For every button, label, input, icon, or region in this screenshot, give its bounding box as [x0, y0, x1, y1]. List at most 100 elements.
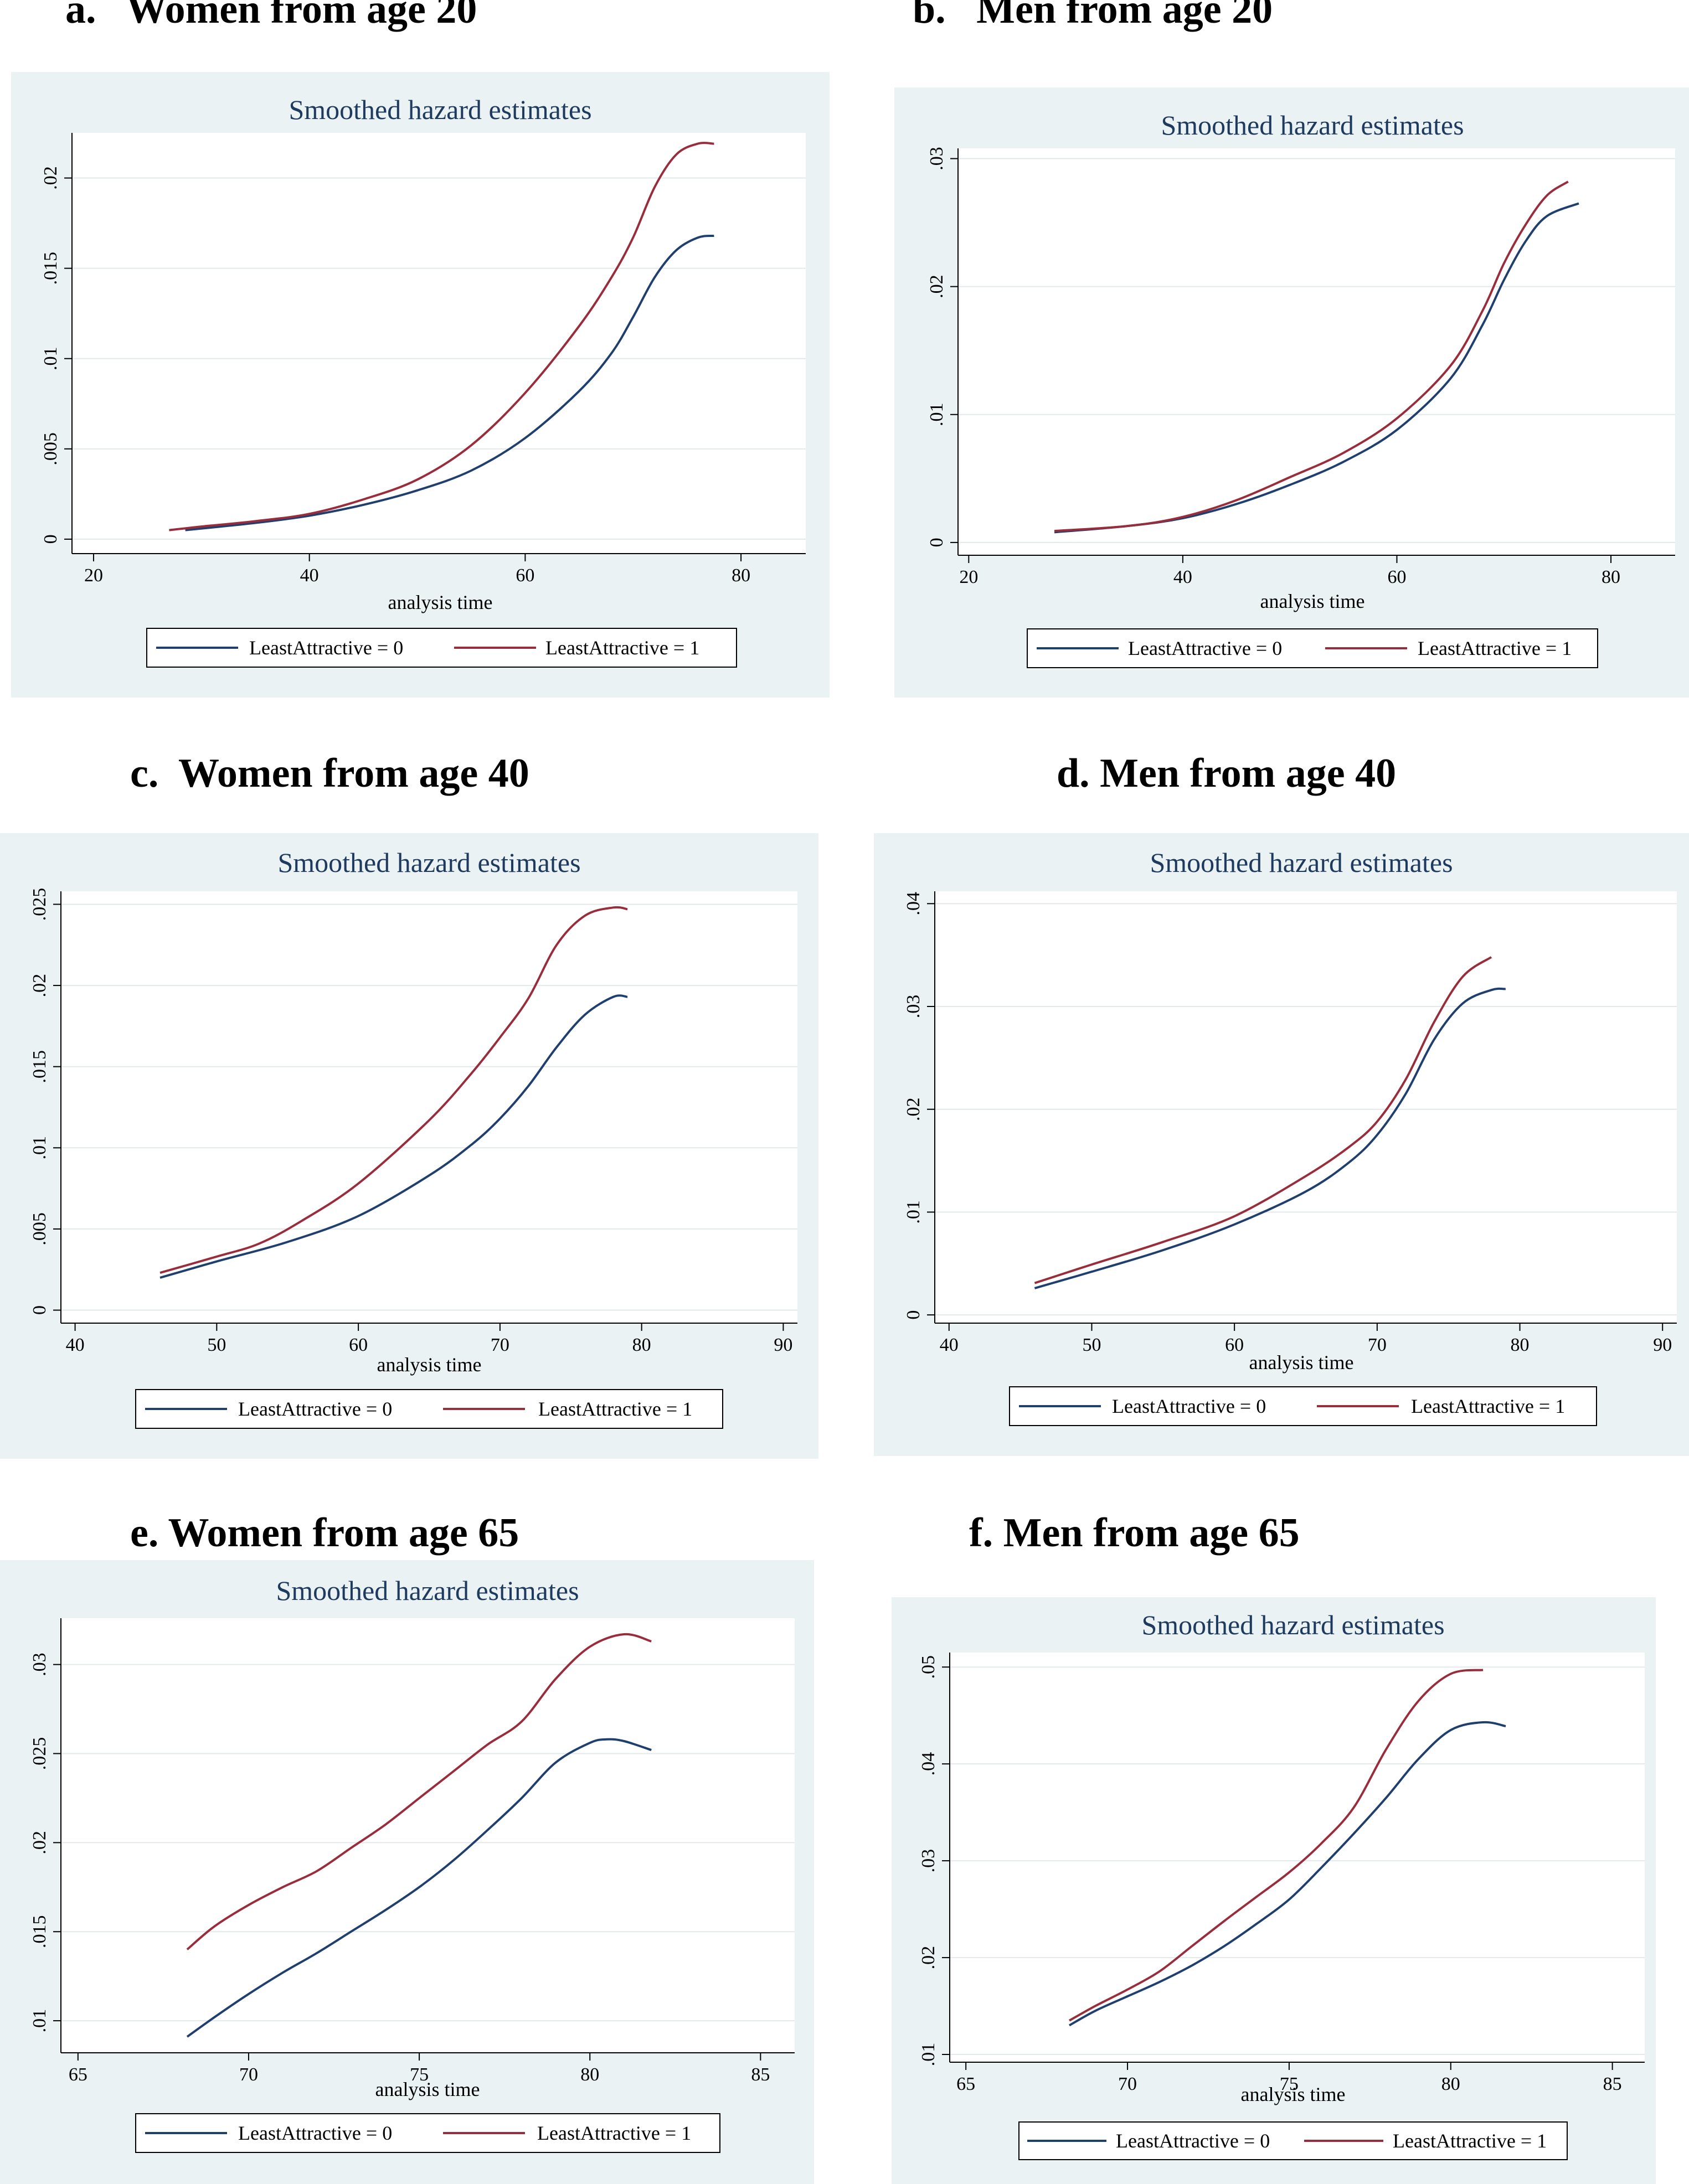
- y-tick-label: .01: [918, 2043, 939, 2067]
- y-tick-label: .02: [29, 974, 50, 998]
- chart-svg-d: Smoothed hazard estimates 0 .01 .02 .03 .04 4…: [903, 847, 1677, 1426]
- y-tick-label: .03: [918, 1849, 939, 1873]
- series-line-0: [1069, 1721, 1506, 2027]
- plot-area: [950, 1653, 1645, 2062]
- y-tick-label: .025: [29, 888, 50, 921]
- gridlines: [950, 1666, 1645, 2056]
- legend-label-0: LeastAttractive = 0: [1128, 637, 1282, 659]
- x-tick-label: 90: [774, 1335, 792, 1355]
- x-tick-label: 20: [959, 567, 978, 587]
- axes: 0 .01 .02 .03 .04 40 50 60 70 80 90: [903, 891, 1677, 1355]
- x-tick-label: 50: [1082, 1335, 1101, 1355]
- plot-area: [958, 148, 1675, 555]
- legend-box: [1027, 628, 1598, 668]
- x-axis-label: analysis time: [1241, 2083, 1346, 2105]
- legend-label-1: LeastAttractive = 1: [538, 1398, 692, 1420]
- series-line-0: [159, 994, 628, 1279]
- x-tick-label: 80: [1602, 567, 1620, 587]
- chart-title: Smoothed hazard estimates: [1150, 847, 1453, 878]
- x-tick-label: 85: [1603, 2074, 1622, 2094]
- legend-label-0: LeastAttractive = 0: [238, 1398, 392, 1420]
- y-tick-label: 0: [29, 1305, 50, 1315]
- x-tick-label: 40: [940, 1335, 959, 1355]
- axes: .01 .015 .02 .025 .03 65 70 75 80 85: [29, 1618, 795, 2085]
- y-tick-label: .02: [926, 275, 947, 298]
- series-line-0: [1034, 987, 1506, 1289]
- legend-box: [1018, 2121, 1568, 2160]
- chart-panel-b: Smoothed hazard estimates 0 .01 .02 .03 20 40…: [894, 87, 1689, 698]
- series-line-0: [185, 234, 714, 531]
- y-tick-label: .02: [918, 1946, 939, 1970]
- x-tick-label: 70: [491, 1335, 509, 1355]
- chart-title: Smoothed hazard estimates: [1141, 1609, 1444, 1640]
- legend-label-1: LeastAttractive = 1: [545, 637, 699, 659]
- axes: 0 .005 .01 .015 .02 .025 40 50 60 70 80 90: [29, 888, 797, 1355]
- y-tick-label: 0: [40, 534, 61, 544]
- plot-area: [61, 891, 797, 1323]
- chart-svg-a: Smoothed hazard estimates 0 .005 .01 .015 .0…: [40, 94, 806, 668]
- x-tick-label: 40: [66, 1335, 85, 1355]
- panel-heading-a: a. Women from age 20: [65, 0, 477, 32]
- legend-label-0: LeastAttractive = 0: [249, 637, 403, 659]
- gridlines: [61, 903, 797, 1311]
- x-axis-label: analysis time: [1249, 1351, 1354, 1374]
- chart-title: Smoothed hazard estimates: [277, 847, 580, 878]
- chart-svg-b: Smoothed hazard estimates 0 .01 .02 .03 20 40…: [926, 110, 1675, 668]
- series-line-1: [1034, 956, 1492, 1284]
- x-axis-label: analysis time: [388, 591, 493, 613]
- plot-area: [61, 1618, 795, 2053]
- gridlines: [958, 158, 1675, 543]
- plot-area: [72, 133, 806, 554]
- x-tick-label: 70: [1368, 1335, 1387, 1355]
- y-tick-label: .01: [29, 1136, 50, 1160]
- series-lines: [186, 1633, 652, 2038]
- legend-label-1: LeastAttractive = 1: [1393, 2130, 1547, 2152]
- panel-heading-d: d. Men from age 40: [1057, 751, 1397, 796]
- x-tick-label: 80: [580, 2064, 599, 2085]
- y-tick-label: .015: [40, 252, 61, 285]
- x-tick-label: 40: [1173, 567, 1192, 587]
- x-tick-label: 85: [751, 2064, 770, 2085]
- panel-heading-f: f. Men from age 65: [969, 1510, 1300, 1556]
- panel-heading-c: c. Women from age 40: [130, 751, 529, 796]
- y-tick-label: .05: [918, 1655, 939, 1679]
- series-lines: [159, 906, 628, 1279]
- chart-panel-c: Smoothed hazard estimates 0 .005 .01 .015 .0…: [0, 833, 818, 1459]
- legend-box: [146, 628, 737, 668]
- x-tick-label: 80: [632, 1335, 651, 1355]
- y-tick-label: .005: [40, 432, 61, 466]
- series-lines: [1069, 1669, 1506, 2027]
- y-tick-label: .04: [918, 1752, 939, 1776]
- y-tick-label: .01: [29, 2009, 50, 2033]
- axes: 0 .005 .01 .015 .02 20 40 60 80: [40, 133, 806, 586]
- x-tick-label: 65: [69, 2064, 87, 2085]
- chart-panel-d: Smoothed hazard estimates 0 .01 .02 .03 .04 4…: [874, 833, 1689, 1456]
- legend-label-0: LeastAttractive = 0: [1112, 1395, 1266, 1417]
- chart-panel-f: Smoothed hazard estimates .01 .02 .03 .04 .0…: [892, 1597, 1656, 2184]
- x-tick-label: 70: [239, 2064, 258, 2085]
- y-tick-label: .015: [29, 1915, 50, 1948]
- chart-svg-f: Smoothed hazard estimates .01 .02 .03 .04 .0…: [918, 1609, 1645, 2160]
- gridlines: [935, 903, 1677, 1316]
- x-tick-label: 20: [84, 565, 103, 586]
- y-tick-label: .01: [903, 1200, 924, 1224]
- gridlines: [72, 177, 806, 540]
- panel-heading-b: b. Men from age 20: [913, 0, 1273, 32]
- y-tick-label: 0: [903, 1310, 924, 1320]
- x-tick-label: 60: [516, 565, 534, 586]
- series-line-1: [1069, 1669, 1484, 2022]
- series-line-1: [1054, 180, 1569, 533]
- x-axis-label: analysis time: [1260, 590, 1365, 612]
- axes: 0 .01 .02 .03 20 40 60 80: [926, 147, 1675, 587]
- y-tick-label: .02: [40, 166, 61, 190]
- y-tick-label: 0: [926, 538, 947, 547]
- series-line-1: [159, 906, 628, 1274]
- legend-label-0: LeastAttractive = 0: [1116, 2130, 1270, 2152]
- y-tick-label: .025: [29, 1737, 50, 1770]
- y-tick-label: .005: [29, 1212, 50, 1246]
- chart-title: Smoothed hazard estimates: [276, 1575, 579, 1606]
- x-tick-label: 80: [1511, 1335, 1530, 1355]
- x-axis-label: analysis time: [377, 1354, 482, 1376]
- x-tick-label: 65: [956, 2074, 975, 2094]
- x-tick-label: 90: [1653, 1335, 1672, 1355]
